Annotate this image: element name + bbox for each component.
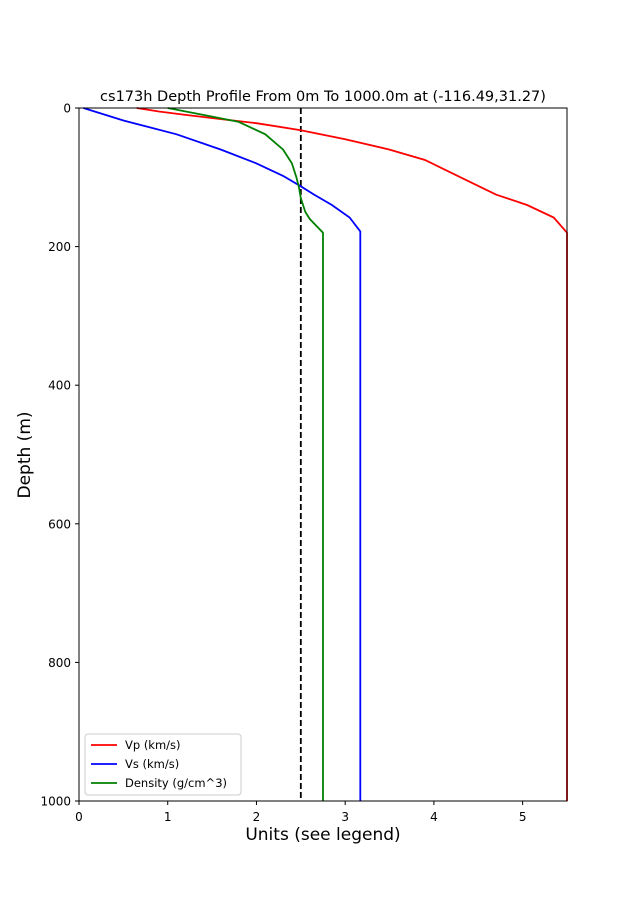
plot-frame <box>78 107 568 802</box>
x-tick-label: 1 <box>164 810 172 824</box>
x-axis: 0 1 2 3 4 5 <box>75 801 526 824</box>
y-axis: 0 200 400 600 800 1000 <box>40 102 79 809</box>
legend-entry: Vs (km/s) <box>125 757 179 771</box>
x-tick-label: 2 <box>253 810 261 824</box>
y-tick-label: 400 <box>48 379 71 393</box>
plot-area <box>83 107 568 801</box>
x-tick-label: 3 <box>341 810 349 824</box>
chart-title: cs173h Depth Profile From 0m To 1000.0m … <box>100 89 546 105</box>
y-tick-label: 0 <box>63 102 71 116</box>
legend: Vp (km/s) Vs (km/s) Density (g/cm^3) <box>84 733 242 796</box>
y-tick-label: 800 <box>48 656 71 670</box>
x-tick-label: 0 <box>75 810 83 824</box>
series-line-2 <box>167 107 324 801</box>
y-axis-label: Depth (m) <box>15 411 35 498</box>
y-tick-label: 200 <box>48 240 71 254</box>
x-tick-label: 5 <box>519 810 527 824</box>
legend-entry: Density (g/cm^3) <box>125 776 227 790</box>
series-line-0 <box>136 107 568 801</box>
x-axis-label: Units (see legend) <box>245 825 400 845</box>
legend-box <box>84 733 242 796</box>
legend-entry: Vp (km/s) <box>125 738 181 752</box>
series-line-1 <box>83 107 362 801</box>
y-tick-label: 600 <box>48 517 71 531</box>
y-tick-label: 1000 <box>40 795 71 809</box>
x-tick-label: 4 <box>430 810 438 824</box>
